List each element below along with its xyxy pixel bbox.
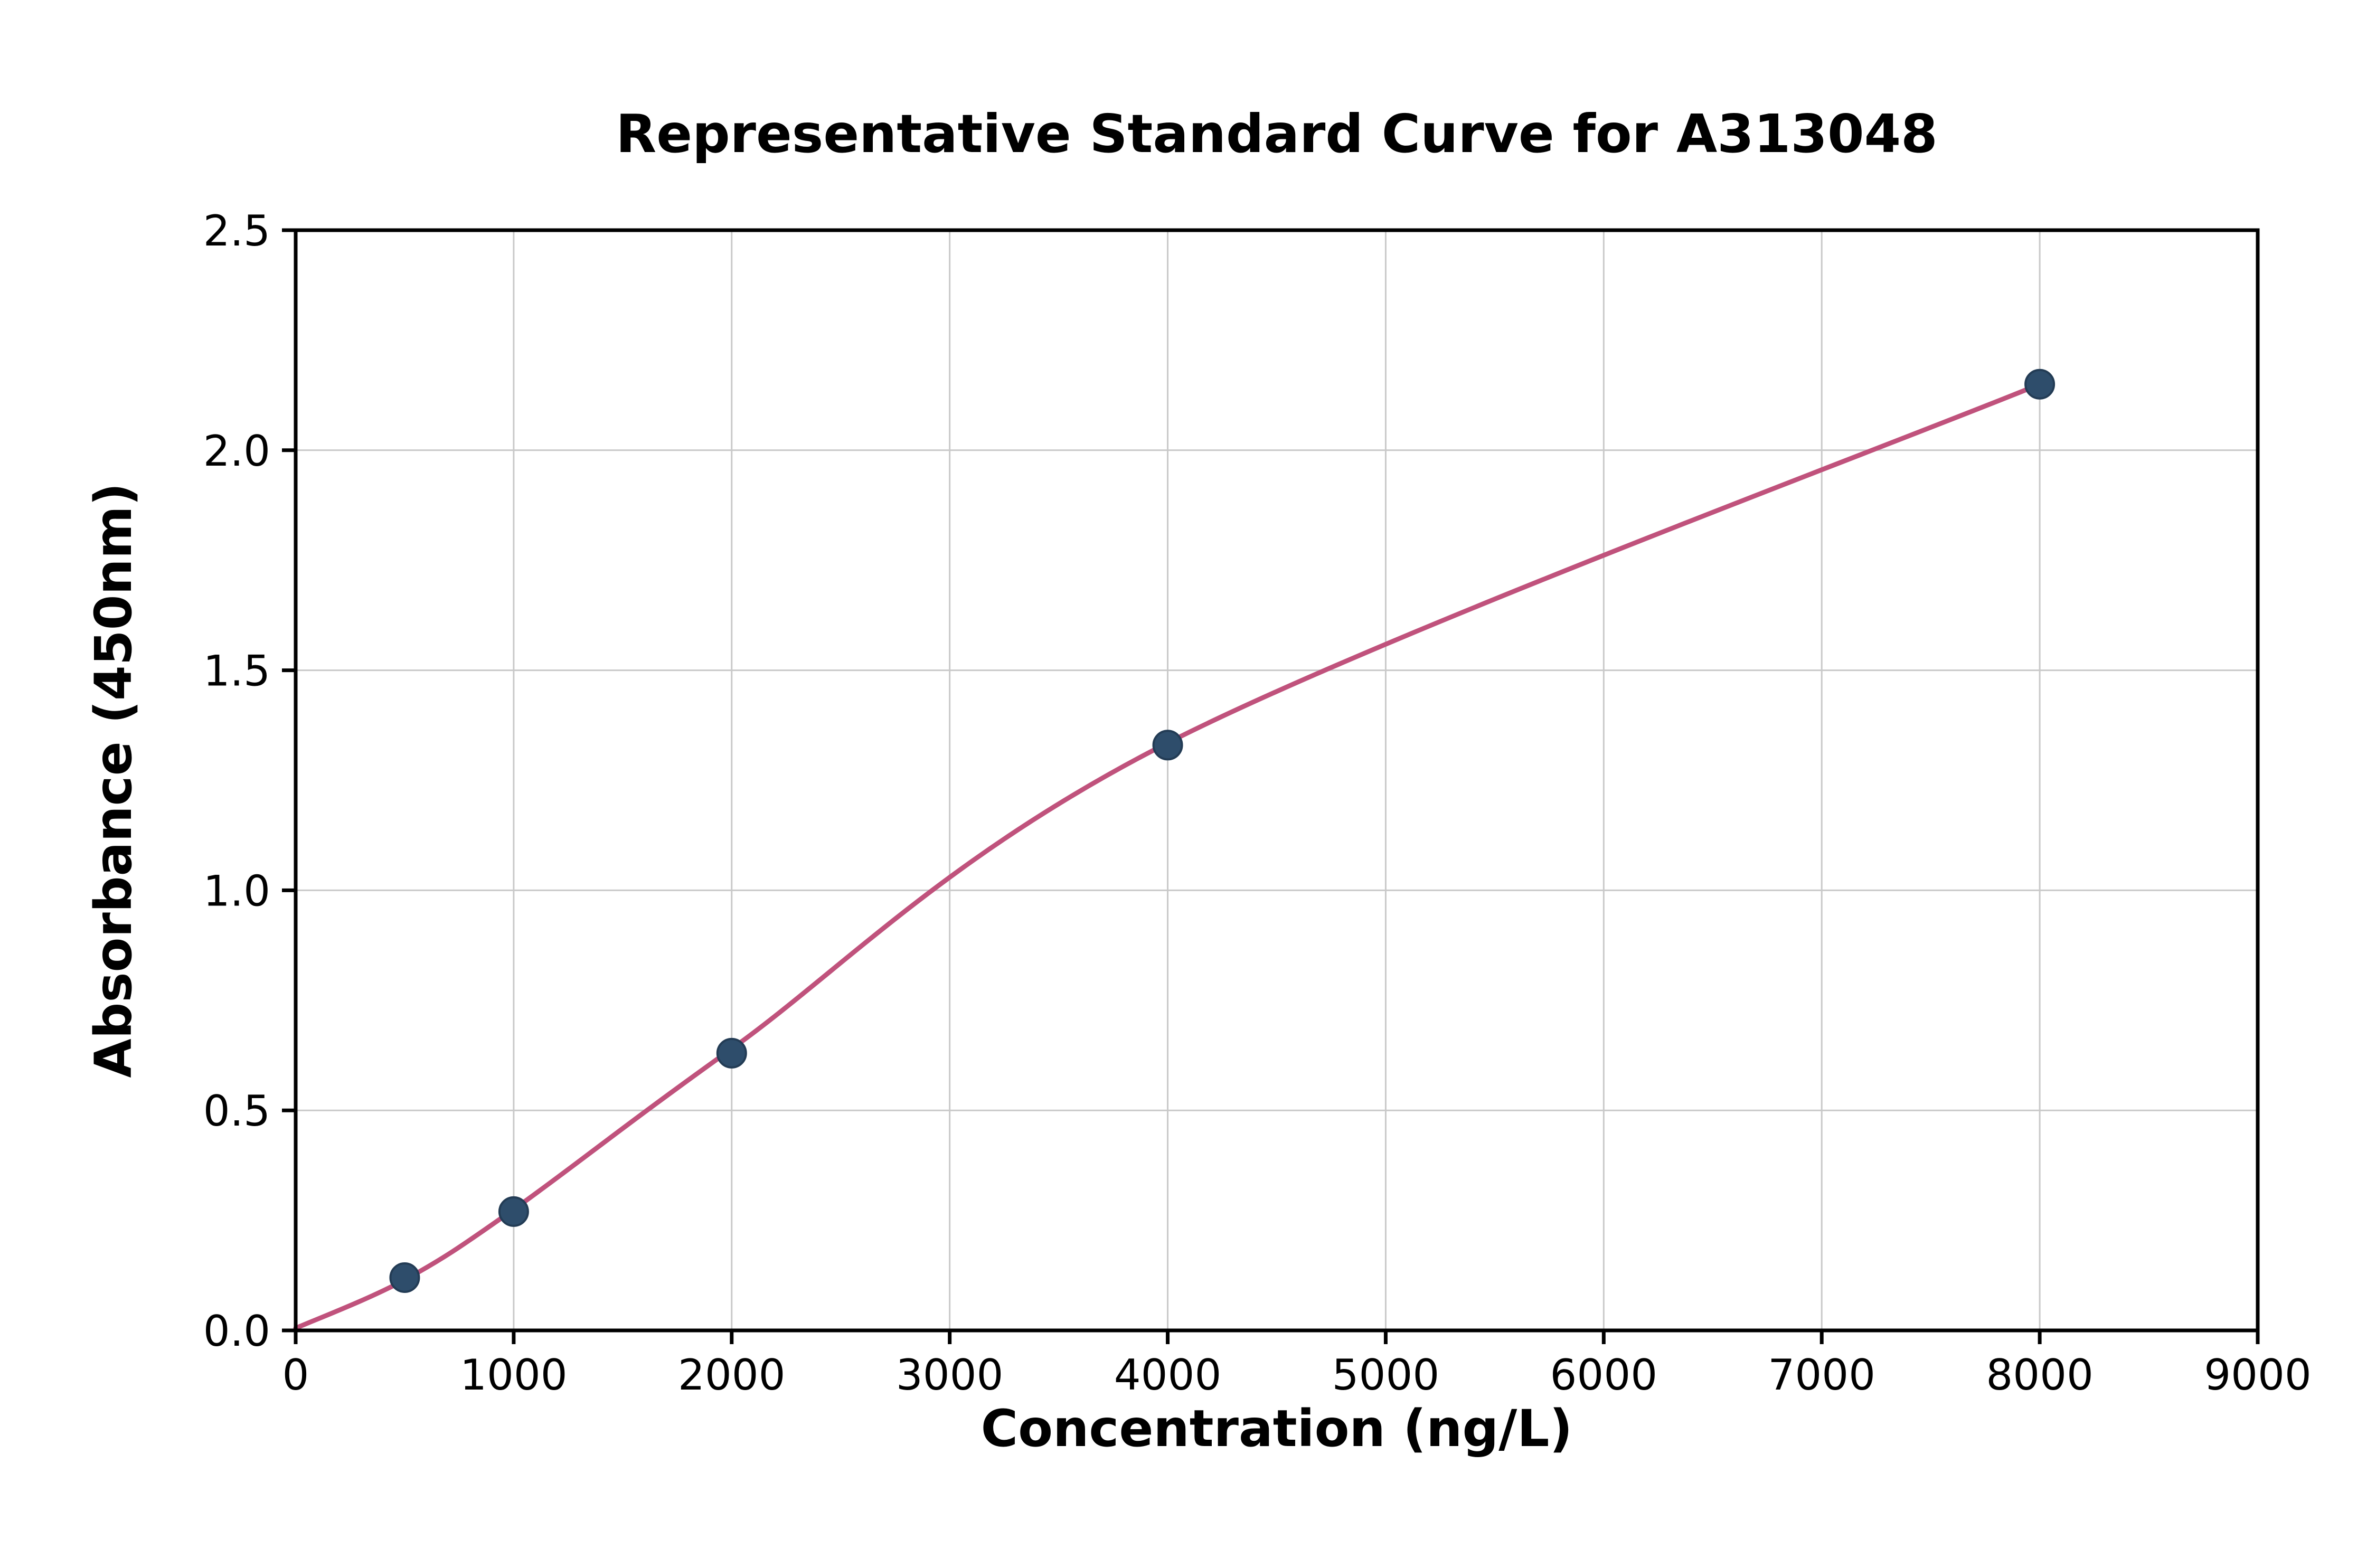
x-tick-label: 9000	[2204, 1350, 2312, 1400]
x-tick-label: 1000	[460, 1350, 568, 1400]
data-point	[389, 1262, 420, 1293]
y-tick-label: 2.0	[203, 427, 270, 476]
x-tick-label: 3000	[896, 1350, 1004, 1400]
y-tick-label: 0.5	[203, 1087, 270, 1136]
data-point	[1152, 730, 1183, 761]
x-axis-label: Concentration (ng/L)	[980, 1399, 1573, 1458]
y-tick-label: 2.5	[203, 206, 270, 256]
x-tick-label: 7000	[1768, 1350, 1875, 1400]
y-tick-label: 1.5	[203, 647, 270, 696]
chart-title: Representative Standard Curve for A31304…	[616, 103, 1938, 165]
data-point	[716, 1037, 747, 1069]
x-tick-label: 4000	[1114, 1350, 1222, 1400]
data-point	[2024, 369, 2056, 400]
data-point	[498, 1196, 529, 1227]
standard-curve-line	[293, 382, 2042, 1331]
y-tick-label: 1.0	[203, 866, 270, 915]
x-tick-label: 6000	[1550, 1350, 1658, 1400]
y-tick-label: 0.0	[203, 1307, 270, 1356]
x-tick-label: 5000	[1332, 1350, 1440, 1400]
x-tick-label: 2000	[678, 1350, 786, 1400]
x-tick-label: 8000	[1986, 1350, 2094, 1400]
axes-frame	[294, 228, 2260, 1333]
x-tick-label: 0	[282, 1350, 309, 1400]
y-axis-label: Absorbance (450nm)	[84, 483, 143, 1078]
